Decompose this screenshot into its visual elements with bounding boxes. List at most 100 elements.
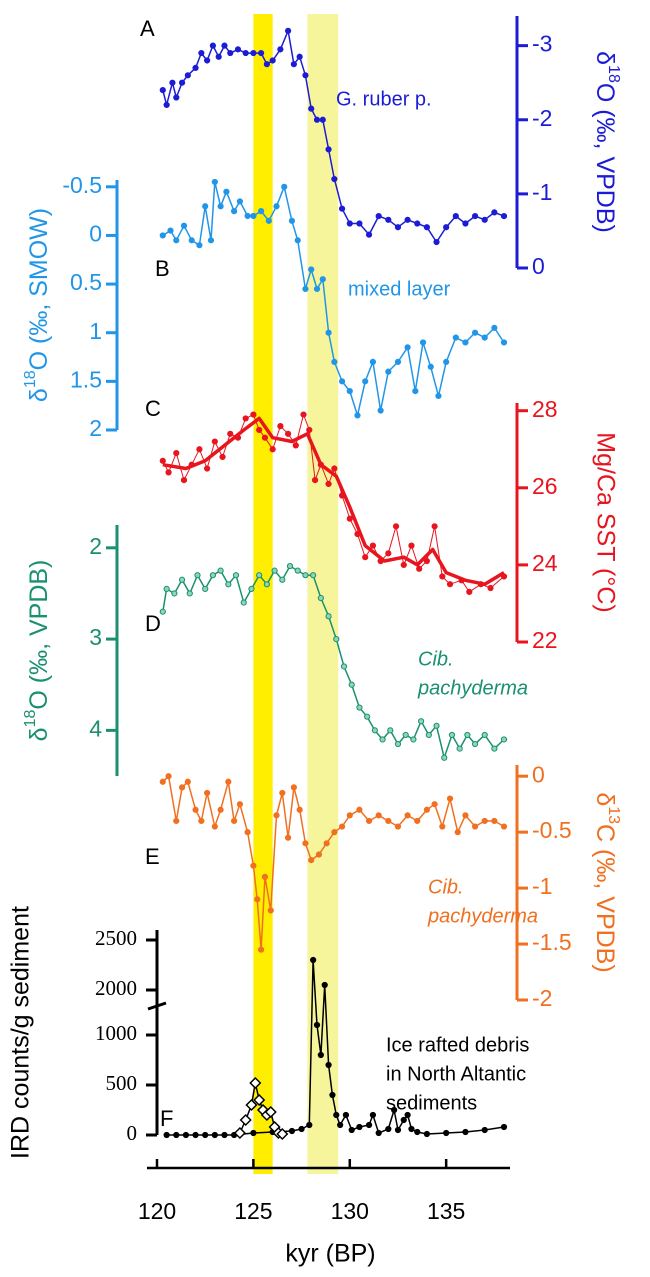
data-point (221, 1131, 228, 1139)
data-point (231, 817, 238, 825)
data-point (300, 411, 307, 418)
data-point (223, 188, 230, 195)
data-point (329, 1091, 336, 1099)
data-point (269, 446, 276, 453)
data-point (173, 817, 180, 825)
data-point (423, 806, 430, 813)
y-tick-label: 1000 (95, 1021, 137, 1045)
data-point (387, 727, 394, 734)
y-tick-label: 2500 (95, 926, 137, 950)
data-point (184, 72, 191, 79)
data-point (375, 1129, 382, 1137)
y-tick-label: 1 (89, 318, 102, 344)
y-tick-label: 0 (532, 761, 545, 787)
data-point (261, 434, 269, 441)
data-point (198, 817, 205, 825)
data-point (325, 146, 332, 153)
data-point (466, 588, 473, 595)
data-point (159, 608, 166, 615)
data-point (313, 1021, 321, 1029)
panel-label: D (145, 611, 161, 636)
y-axis-label: δ18O (‰, SMOW) (22, 208, 52, 402)
data-point (250, 862, 257, 869)
data-point (211, 823, 218, 830)
panel-label: A (140, 16, 155, 41)
data-point (346, 515, 353, 522)
data-point (209, 572, 217, 579)
data-point (471, 740, 479, 748)
annotation: pachyderma (427, 905, 538, 927)
data-point (462, 220, 469, 227)
data-point (250, 411, 257, 418)
data-point (443, 224, 450, 231)
data-point (277, 423, 284, 430)
y-tick-label: 500 (106, 1071, 138, 1095)
data-point (242, 49, 249, 57)
y-axis-label: Mg/Ca SST (°C) (591, 432, 619, 612)
data-point (239, 1113, 252, 1127)
data-point (184, 778, 191, 785)
data-point (264, 1105, 277, 1119)
data-point (471, 213, 479, 220)
data-point (337, 1121, 344, 1129)
data-point (204, 465, 211, 472)
annotation: pachyderma (417, 677, 528, 699)
data-point (313, 285, 321, 293)
data-point (279, 576, 286, 583)
y-tick-label: 0.5 (70, 269, 102, 295)
series-line (162, 775, 505, 951)
axis-break (147, 1001, 167, 1011)
data-point (217, 567, 224, 574)
y-tick-label: 1.5 (70, 366, 102, 392)
data-point (338, 205, 346, 212)
data-point (356, 704, 363, 711)
data-point (169, 79, 176, 86)
y-tick-label: -1 (532, 873, 552, 899)
data-point (394, 740, 402, 748)
data-point (346, 220, 353, 227)
data-point (500, 736, 508, 743)
series-line (162, 416, 505, 586)
data-point (159, 457, 166, 464)
data-point (419, 339, 427, 346)
panel: 0 500 1000 2000 2500 IRD counts/g sediment F Ic… (7, 906, 530, 1268)
data-point (331, 829, 338, 836)
data-point (211, 178, 218, 186)
data-point (400, 1116, 407, 1124)
data-point (308, 266, 315, 273)
x-tick-label: 120 (138, 1198, 176, 1224)
data-point (173, 450, 180, 457)
panel-label: E (145, 844, 160, 869)
data-point (310, 572, 317, 579)
data-point (308, 857, 315, 864)
y-tick-label: 28 (532, 396, 558, 422)
data-point (423, 224, 430, 231)
annotation: Cib. (428, 876, 464, 898)
data-point (371, 727, 378, 734)
data-point (452, 334, 459, 341)
annotation: sediments (386, 1092, 477, 1114)
data-point (369, 542, 377, 549)
panel: 22 24 26 28 Mg/Ca SST (°C) C (145, 396, 619, 653)
data-point (404, 216, 411, 223)
data-point (433, 722, 440, 729)
data-point (302, 840, 309, 847)
data-point (462, 812, 469, 819)
data-point (333, 1111, 340, 1119)
data-point (159, 232, 166, 239)
data-point (431, 801, 438, 808)
data-point (227, 430, 234, 437)
data-point (385, 1125, 392, 1133)
data-point (294, 237, 301, 244)
data-point (377, 407, 384, 414)
data-point (500, 1123, 508, 1131)
data-point (196, 446, 203, 453)
data-point (427, 363, 434, 370)
data-point (408, 542, 415, 549)
data-point (325, 613, 332, 620)
data-point (290, 784, 297, 791)
y-tick-label: 0 (127, 1121, 138, 1145)
data-point (365, 817, 373, 825)
data-point (385, 216, 392, 223)
